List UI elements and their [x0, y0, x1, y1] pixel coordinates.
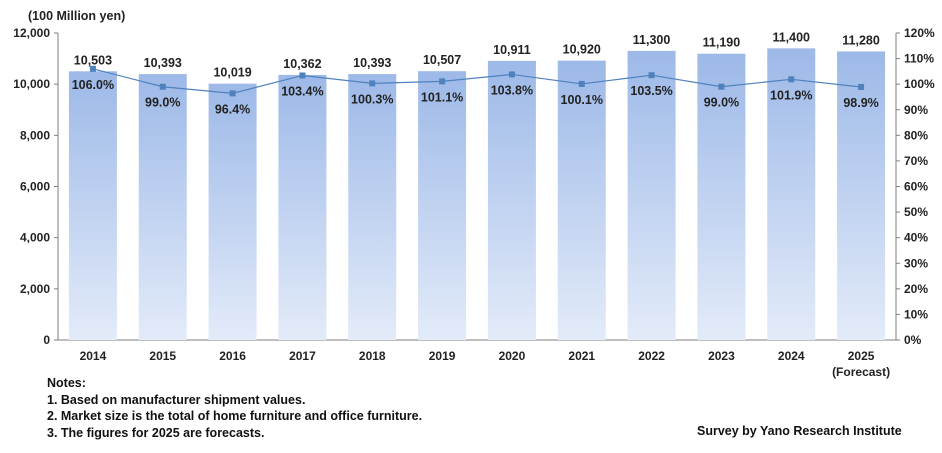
bar-value-label: 11,280: [842, 33, 880, 47]
growth-value-label: 100.1%: [561, 93, 603, 107]
growth-value-label: 101.9%: [770, 88, 812, 102]
growth-point-marker: [439, 78, 446, 85]
right-axis-tick-label: 100%: [904, 77, 935, 91]
note-item: 3. The figures for 2025 are forecasts.: [47, 425, 265, 440]
growth-point-marker: [648, 72, 655, 79]
x-axis-tick-label: 2023: [708, 349, 735, 363]
right-axis-tick-label: 20%: [904, 282, 928, 296]
bar-value-label: 11,300: [633, 33, 671, 47]
growth-value-label: 98.9%: [843, 96, 878, 110]
growth-point-marker: [858, 83, 865, 90]
growth-point-marker: [508, 71, 515, 78]
left-axis-tick-label: 6,000: [20, 180, 50, 194]
growth-point-marker: [718, 83, 725, 90]
bar: [557, 60, 606, 340]
growth-point-marker: [159, 83, 166, 90]
x-axis-tick-label: 2018: [359, 349, 386, 363]
bar: [837, 51, 886, 341]
right-axis-tick-label: 80%: [904, 128, 928, 142]
bar: [138, 74, 187, 340]
bar-value-label: 10,507: [423, 53, 461, 67]
right-axis-tick-label: 110%: [904, 52, 934, 66]
right-axis-tick-label: 10%: [904, 307, 928, 321]
x-axis-tick-label: 2020: [499, 349, 526, 363]
x-axis-tick-label: 2025: [848, 349, 875, 363]
growth-value-label: 103.4%: [281, 84, 323, 98]
bar-series: [68, 48, 886, 341]
right-axis-tick-label: 40%: [904, 231, 928, 245]
chart-axes: 0 2,000 4,000 6,000 8,000 10,000 12,000 0% 10% 20…: [13, 26, 935, 347]
note-item: 1. Based on manufacturer shipment values…: [47, 392, 306, 407]
bar-value-labels: 10,503 10,393 10,019 10,362 10,393 10,507 10,9…: [74, 30, 880, 79]
left-axis-unit-label: (100 Million yen): [28, 9, 125, 23]
bar: [348, 74, 397, 340]
bar-value-label: 10,503: [74, 53, 112, 67]
growth-line: [92, 68, 862, 94]
right-axis-tick-label: 50%: [904, 205, 928, 219]
x-axis-tick-sublabel: (Forecast): [832, 365, 890, 379]
growth-value-label: 96.4%: [215, 102, 250, 116]
growth-value-label: 101.1%: [421, 90, 463, 104]
left-axis-tick-label: 10,000: [13, 77, 50, 91]
x-axis-tick-label: 2019: [429, 349, 456, 363]
x-axis-tick-label: 2016: [219, 349, 246, 363]
bar: [697, 53, 746, 340]
left-axis-tick-label: 0: [43, 333, 50, 347]
bar-value-label: 10,019: [213, 66, 251, 80]
left-axis-tick-label: 12,000: [13, 26, 50, 40]
right-axis-tick-label: 30%: [904, 256, 928, 270]
x-axis-tick-label: 2015: [149, 349, 176, 363]
growth-point-marker: [788, 76, 795, 83]
growth-value-label: 99.0%: [704, 96, 739, 110]
growth-value-label: 106.0%: [72, 78, 114, 92]
right-axis-tick-label: 0%: [904, 333, 922, 347]
growth-value-label: 103.8%: [491, 83, 533, 97]
bar-value-label: 11,190: [703, 36, 741, 50]
bar: [767, 48, 816, 340]
source-credit: Survey by Yano Research Institute: [697, 424, 902, 438]
x-axis-tick-label: 2022: [638, 349, 665, 363]
growth-point-marker: [369, 80, 376, 87]
right-axis-tick-label: 90%: [904, 103, 928, 117]
right-axis-tick-label: 120%: [904, 26, 935, 40]
bar-value-label: 10,393: [353, 56, 391, 70]
bar: [278, 74, 327, 340]
growth-value-label: 100.3%: [351, 92, 393, 106]
bar-value-label: 10,920: [563, 43, 601, 57]
growth-value-labels: 106.0% 99.0% 96.4% 103.4% 100.3% 101.1% 103.8%…: [72, 78, 879, 117]
bar: [418, 71, 467, 340]
bar: [487, 60, 536, 340]
growth-value-label: 103.5%: [630, 84, 672, 98]
x-axis-tick-labels: 2014 2015 2016 2017 2018 2019 2020 2021 2022 2023…: [80, 349, 891, 379]
left-axis-tick-label: 2,000: [20, 282, 50, 296]
growth-point-marker: [299, 72, 306, 79]
right-axis-tick-label: 60%: [904, 180, 928, 194]
x-axis-tick-label: 2021: [568, 349, 595, 363]
growth-line-series: [89, 65, 865, 97]
x-axis-tick-label: 2024: [778, 349, 805, 363]
note-item: 2. Market size is the total of home furn…: [47, 409, 423, 423]
right-axis-tick-label: 70%: [904, 154, 928, 168]
growth-point-marker: [229, 90, 236, 97]
notes-block: Notes: 1. Based on manufacturer shipment…: [47, 375, 422, 441]
left-axis-tick-label: 8,000: [20, 128, 50, 142]
bar: [208, 83, 257, 341]
bar-value-label: 10,393: [144, 56, 182, 70]
bar-value-label: 11,400: [772, 30, 810, 44]
bar: [627, 50, 676, 341]
bar-value-label: 10,911: [493, 43, 531, 57]
growth-point-marker: [578, 80, 585, 87]
bar-value-label: 10,362: [283, 57, 321, 71]
notes-heading: Notes:: [47, 376, 86, 390]
x-axis-tick-label: 2017: [289, 349, 316, 363]
growth-point-marker: [89, 65, 96, 72]
growth-value-label: 99.0%: [145, 96, 180, 110]
x-axis-tick-label: 2014: [80, 349, 107, 363]
left-axis-tick-label: 4,000: [20, 231, 50, 245]
bar: [68, 71, 117, 340]
